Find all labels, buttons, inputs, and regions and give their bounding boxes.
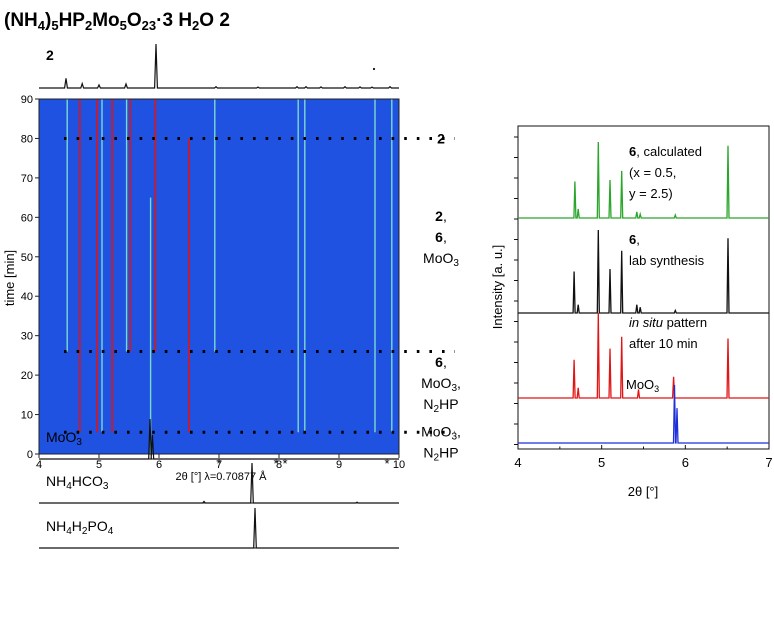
phase-label: 2: [437, 130, 445, 146]
phase-label: MoO3: [423, 250, 459, 269]
heatmap-x-tick-label: 7: [216, 459, 222, 471]
heatmap-y-tick-label: 40: [21, 291, 33, 303]
stacked-series-label: MoO3: [626, 377, 659, 394]
phase-label: N2HP: [423, 396, 458, 415]
heatmap-y-tick-label: 30: [21, 331, 33, 343]
stacked-axes: 4 5 6 7: [514, 136, 773, 470]
phase-label: 6,: [435, 229, 447, 245]
heatmap-y-axis-label: time [min]: [2, 250, 17, 306]
phase-label: 2,: [435, 208, 447, 224]
reference-label: NH4H2PO4: [46, 518, 114, 537]
heatmap-x-tick-label: 5: [96, 459, 102, 471]
heatmap-y-tick-label: 20: [21, 370, 33, 382]
heatmap-x-tick-label: 6: [156, 459, 162, 471]
stacked-series-label: 6, calculated: [629, 144, 702, 159]
heatmap-background: [39, 99, 399, 454]
reference-trace: [39, 462, 399, 504]
stacked-series-label: 6,: [629, 232, 640, 247]
stacked-series-label-line: y = 2.5): [629, 186, 673, 201]
heatmap-dotted-lines: [64, 136, 455, 434]
heatmap-y-tick-label: 0: [27, 449, 33, 461]
stacked-series-label-line: (x = 0.5,: [629, 165, 676, 180]
stacked-x-tick-label: 7: [765, 455, 772, 470]
stacked-x-tick-label: 6: [682, 455, 689, 470]
reference-label: NH4HCO3: [46, 473, 109, 492]
heatmap-y-tick-label: 90: [21, 94, 33, 106]
reference-label: MoO3: [46, 429, 82, 448]
heatmap-y-tick-label: 70: [21, 173, 33, 185]
stacked-series-line: [518, 141, 769, 219]
in-situ-heatmap: 4 5 6 7 8 9 10 0 10 20 30 40 50 60 70 80 90 2θ [°] λ=0.7…: [2, 94, 461, 483]
reference-2-trace: [39, 43, 399, 89]
stacked-x-tick-label: 5: [598, 455, 605, 470]
stacked-series-label: in situ pattern: [629, 315, 707, 330]
impurity-star: *: [384, 456, 389, 471]
stacked-series: 6, calculated (x = 0.5, y = 2.5) 6, lab synt…: [518, 141, 769, 444]
impurity-star: *: [273, 456, 278, 471]
heatmap-x-tick-label: 4: [36, 459, 42, 471]
stacked-patterns-chart: 6, calculated (x = 0.5, y = 2.5) 6, lab synt…: [490, 125, 773, 499]
stacked-x-tick-label: 4: [514, 455, 521, 470]
heatmap-y-tick-label: 50: [21, 252, 33, 264]
phase-label: MoO3,: [421, 424, 461, 443]
heatmap-axes: 4 5 6 7 8 9 10 0 10 20 30 40 50 60 70 80 90: [21, 94, 405, 471]
phase-label: N2HP: [423, 445, 458, 464]
reference-2-label: 2: [46, 47, 54, 63]
phase-labels: 2 2, 6, MoO3 6, MoO3, N2HP MoO3, N2HP: [421, 130, 461, 463]
heatmap-y-tick-label: 10: [21, 410, 33, 422]
heatmap-reflections: [66, 99, 393, 454]
stacked-series-line: [518, 384, 769, 444]
heatmap-x-tick-label: 10: [393, 459, 405, 471]
phase-label: MoO3,: [421, 375, 461, 394]
stacked-x-axis-label: 2θ [°]: [628, 484, 659, 499]
impurity-star: *: [216, 456, 221, 471]
reference-2-panel: 2: [39, 43, 399, 89]
reference-trace: [39, 418, 399, 460]
heatmap-x-axis-label: 2θ [°] λ=0.70877 Å: [176, 470, 268, 483]
stacked-series-label-line: lab synthesis: [629, 253, 705, 268]
impurity-star: *: [282, 456, 287, 471]
stacked-y-axis-label: Intensity [a. u.]: [490, 245, 505, 330]
impurity-stars: * * * *: [216, 456, 389, 471]
stacked-series-label-line: after 10 min: [629, 336, 698, 351]
reference-trace: [39, 507, 399, 549]
heatmap-x-tick-label: 8: [276, 459, 282, 471]
heatmap-x-tick-label: 9: [336, 459, 342, 471]
phase-label: 6,: [435, 354, 447, 370]
heatmap-y-tick-label: 80: [21, 133, 33, 145]
reference-2-line: [39, 43, 399, 89]
heatmap-y-tick-label: 60: [21, 212, 33, 224]
reference-2-dot: [372, 67, 376, 71]
figure-title: (NH4)5HP2Mo5O23·3 H2O 2: [4, 10, 230, 33]
reference-patterns: MoO3 NH4HCO3 NH4H2PO4: [39, 418, 399, 549]
stacked-series-line: [518, 229, 769, 314]
